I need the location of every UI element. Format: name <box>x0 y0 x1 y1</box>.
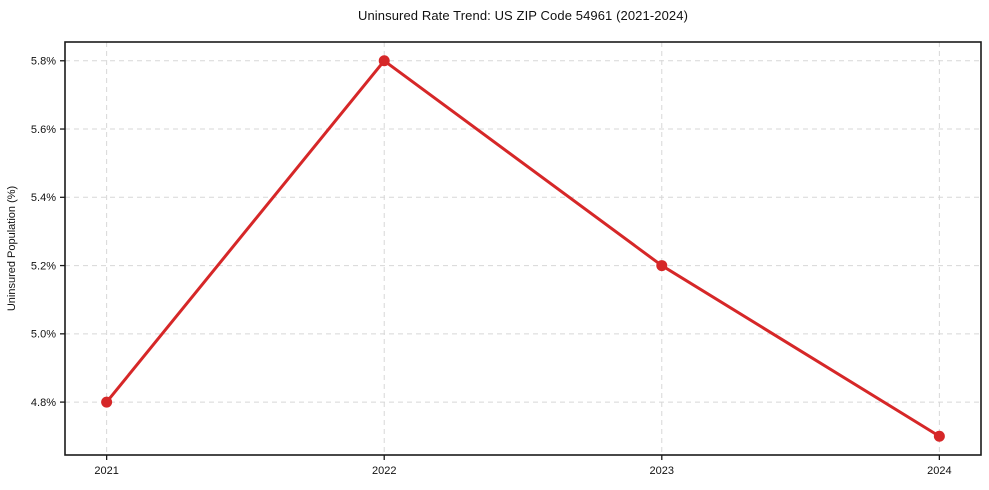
y-tick-label: 4.8% <box>31 397 56 409</box>
x-tick-label: 2023 <box>650 465 674 477</box>
x-tick-label: 2024 <box>927 465 951 477</box>
y-axis-label: Uninsured Population (%) <box>6 186 18 311</box>
chart-title: Uninsured Rate Trend: US ZIP Code 54961 … <box>357 8 689 23</box>
data-point-2023 <box>656 260 668 272</box>
data-point-2024 <box>933 430 945 442</box>
y-tick-label: 5.6% <box>31 124 56 136</box>
data-point-2021 <box>101 396 113 408</box>
y-tick-label: 5.4% <box>31 192 56 204</box>
y-tick-label: 5.8% <box>31 56 56 68</box>
data-point-2022 <box>378 55 390 67</box>
plot-border <box>64 41 982 456</box>
x-tick-label: 2021 <box>94 465 118 477</box>
y-tick-label: 5.2% <box>31 260 56 272</box>
y-tick-label: 5.0% <box>31 329 56 341</box>
x-tick-label: 2022 <box>372 465 396 477</box>
trend-line <box>105 59 941 438</box>
